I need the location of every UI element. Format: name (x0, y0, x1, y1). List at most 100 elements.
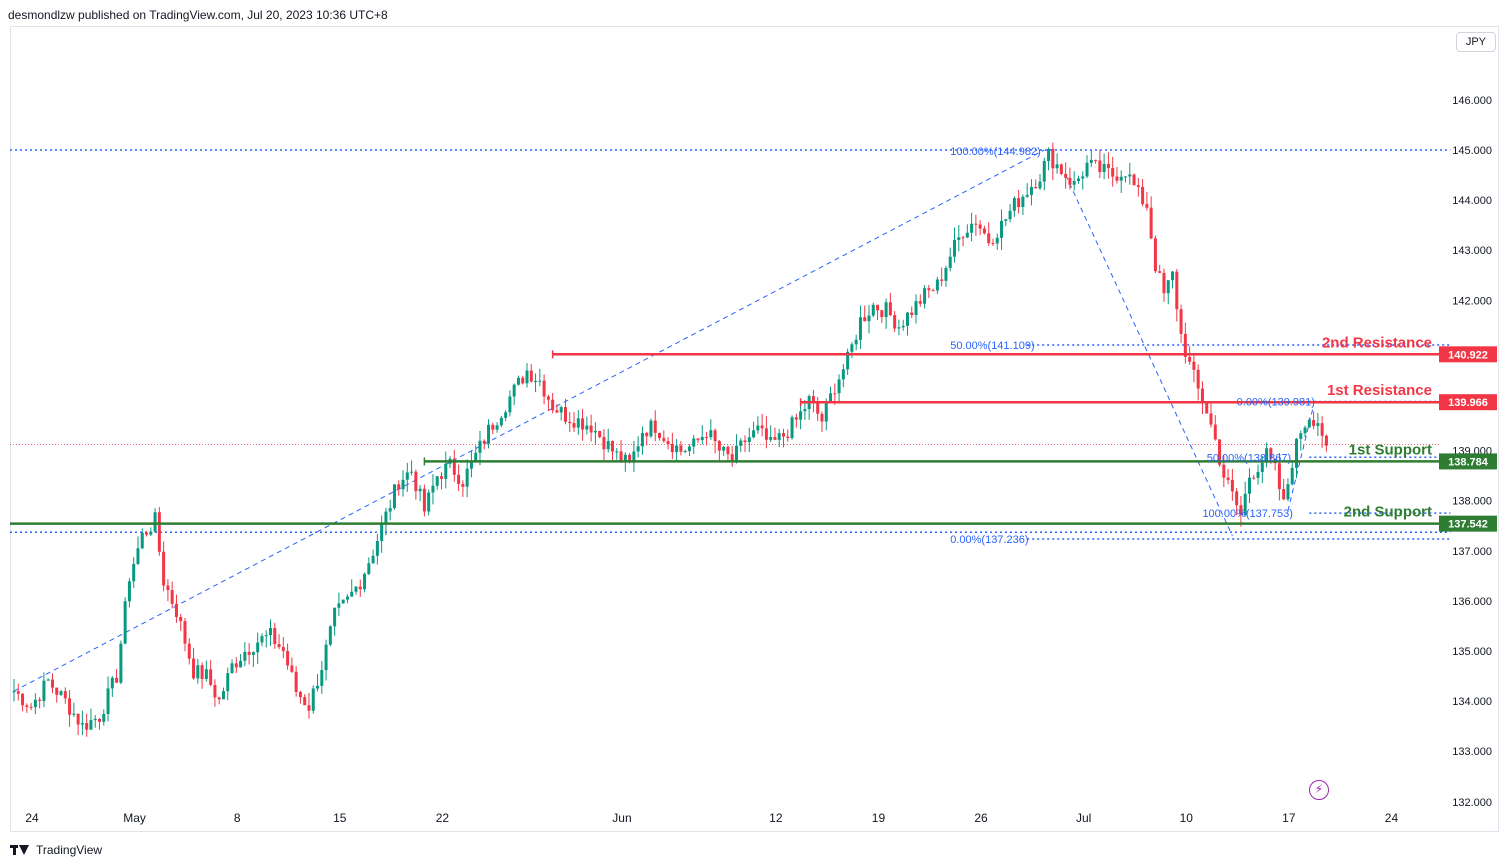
candle (534, 373, 538, 393)
candle-body (174, 603, 178, 617)
candle-body (700, 436, 704, 441)
candle-body (508, 396, 512, 413)
candle (521, 375, 525, 385)
candle-body (247, 651, 251, 655)
candle (465, 459, 469, 498)
candle (1111, 156, 1115, 187)
candle-body (21, 693, 25, 706)
candle (747, 427, 751, 453)
candle-body (645, 433, 649, 437)
candle (640, 426, 644, 455)
candle-body (944, 267, 948, 281)
candle-body (221, 691, 225, 700)
candle (1162, 268, 1166, 302)
candle-body (1158, 271, 1162, 273)
level-price-label: 137.542 (1448, 519, 1488, 531)
candle-body (491, 424, 495, 430)
candle-body (1226, 477, 1230, 480)
candle (277, 634, 281, 650)
candle (734, 434, 738, 464)
x-tick-label: 10 (1180, 811, 1194, 825)
candle-body (384, 511, 388, 525)
candle-body (76, 713, 80, 725)
fib-lines (10, 149, 1451, 540)
candle-body (1166, 280, 1170, 294)
candle-body (1239, 505, 1243, 516)
candle-body (294, 671, 298, 692)
candle-body (157, 512, 161, 552)
candle-body (350, 591, 354, 597)
level-name: 1st Support (1349, 441, 1432, 458)
time-axis: 24 May 8 15 22 Jun 12 19 26 Jul 10 17 24 (25, 811, 1398, 825)
candle (234, 657, 238, 673)
candle-body (371, 555, 375, 564)
candle (427, 489, 431, 516)
currency-selector[interactable]: JPY (1455, 32, 1496, 52)
candle (1235, 488, 1239, 516)
candle-body (589, 425, 593, 433)
candle-body (145, 532, 149, 535)
candle-body (752, 430, 756, 438)
candle-body (1111, 168, 1115, 177)
candle (598, 430, 602, 439)
level-name: 2nd Support (1344, 504, 1432, 521)
candle (98, 718, 101, 730)
candle (239, 653, 243, 668)
candle-body (931, 290, 935, 292)
candle (662, 430, 666, 443)
candle-body (136, 548, 140, 564)
candle-body (1004, 219, 1008, 221)
candle (696, 438, 700, 443)
candle (948, 247, 952, 272)
candle (196, 659, 200, 684)
candle (559, 405, 563, 421)
candle-body (876, 304, 880, 311)
candle (311, 685, 315, 714)
candle (1175, 269, 1179, 322)
candle-body (187, 643, 191, 659)
candle (799, 402, 803, 430)
candle-body (1072, 180, 1076, 185)
candle-body (705, 436, 709, 438)
candle (1209, 401, 1213, 428)
candle-body (110, 677, 114, 689)
candle (525, 363, 529, 388)
candle (687, 444, 691, 457)
candle-body (1089, 159, 1093, 163)
candle-body (106, 688, 110, 714)
level-price-label: 140.922 (1448, 349, 1488, 361)
candle (700, 425, 704, 445)
candle (260, 633, 264, 647)
candle-body (478, 440, 482, 453)
candle (1098, 149, 1102, 179)
candle (692, 435, 696, 454)
candle (422, 484, 426, 517)
y-tick-label: 143.000 (1452, 245, 1492, 257)
candle (63, 687, 67, 704)
candle-body (260, 636, 264, 643)
candle-body (1051, 148, 1055, 169)
candle (722, 445, 726, 456)
candle (1128, 162, 1132, 185)
candle-body (1303, 427, 1307, 434)
candle (1153, 235, 1157, 274)
candle-body (888, 302, 892, 316)
candle (1089, 150, 1093, 168)
candle-body (179, 616, 183, 622)
candle-body (1299, 433, 1303, 439)
candle (1171, 271, 1175, 289)
candle-body (1012, 198, 1016, 211)
candle-body (619, 451, 623, 462)
candle (247, 643, 251, 665)
candle-body (722, 446, 726, 451)
candle-body (239, 660, 243, 668)
candle-body (803, 409, 807, 412)
candle (1179, 304, 1183, 343)
candle (649, 418, 653, 438)
candle-body (901, 325, 905, 328)
candle (307, 692, 311, 719)
candle (166, 579, 170, 602)
candle (1239, 495, 1243, 527)
lightning-icon[interactable]: ⚡ (1309, 780, 1329, 800)
